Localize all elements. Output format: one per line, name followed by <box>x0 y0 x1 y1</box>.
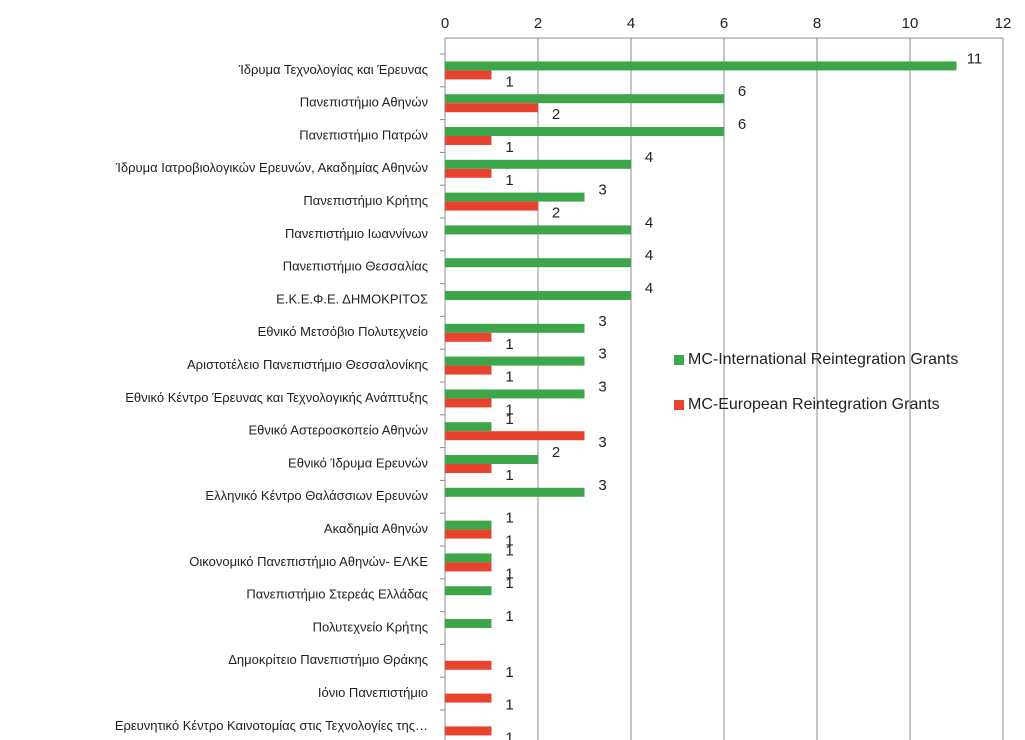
bar <box>445 487 585 497</box>
y-tick-label: Αριστοτέλειο Πανεπιστήμιο Θεσσαλονίκης <box>187 357 428 372</box>
bar <box>445 422 492 432</box>
bar <box>445 61 957 71</box>
bar <box>445 332 492 342</box>
value-label: 4 <box>645 247 653 264</box>
bar <box>445 464 492 473</box>
value-label: 1 <box>505 510 513 527</box>
value-label: 1 <box>505 411 513 428</box>
y-tick-label: Ίδρυμα Ιατροβιολογικών Ερευνών, Ακαδημία… <box>115 160 428 175</box>
value-label: 1 <box>505 608 513 625</box>
value-label: 1 <box>505 73 513 90</box>
y-tick-label: Ελληνικό Κέντρο Θαλάσσιων Ερευνών <box>205 488 428 503</box>
bar <box>445 693 492 703</box>
bar <box>445 562 492 572</box>
bar <box>445 398 492 408</box>
bar <box>445 431 585 441</box>
value-label: 2 <box>552 205 560 222</box>
y-tick-label: Δημοκρίτειο Πανεπιστήμιο Θράκης <box>228 652 428 667</box>
value-label: 3 <box>598 182 606 199</box>
value-label: 1 <box>505 467 513 484</box>
value-label: 1 <box>505 336 513 353</box>
y-tick-label: Πανεπιστήμιο Αθηνών <box>300 95 428 110</box>
value-label: 3 <box>598 346 606 363</box>
bar <box>445 201 538 211</box>
value-label: 1 <box>505 565 513 582</box>
x-tick-label: 6 <box>720 15 728 32</box>
y-tick-label: Εθνικό Μετσόβιο Πολυτεχνείο <box>258 324 428 339</box>
y-tick-label: Πανεπιστήμιο Πατρών <box>299 127 428 142</box>
value-label: 1 <box>505 401 513 418</box>
legend-label: MC-European Reintegration Grants <box>688 396 940 413</box>
bar <box>445 553 492 563</box>
bar <box>445 159 631 169</box>
bar <box>445 520 492 530</box>
bar <box>445 225 631 235</box>
value-label: 1 <box>505 729 513 740</box>
bar <box>445 323 585 333</box>
bar <box>445 619 492 628</box>
value-label: 1 <box>505 139 513 156</box>
bar <box>445 127 724 136</box>
value-label: 2 <box>552 106 560 123</box>
value-label: 6 <box>738 116 746 133</box>
legend-swatch <box>674 400 684 410</box>
legend-label: MC-International Reintegration Grants <box>688 351 958 368</box>
bar <box>445 365 492 375</box>
bar <box>445 586 492 596</box>
value-label: 1 <box>505 697 513 714</box>
bar <box>445 291 631 300</box>
bar <box>445 389 585 399</box>
bar <box>445 356 585 366</box>
value-label: 1 <box>505 533 513 550</box>
x-tick-label: 2 <box>534 15 542 32</box>
bar <box>445 258 631 268</box>
value-label: 4 <box>645 214 653 231</box>
y-tick-label: Εθνικό Κέντρο Έρευνας και Τεχνολογικής Α… <box>125 390 428 405</box>
y-tick-label: Ερευνητικό Κέντρο Καινοτομίας στις Τεχνο… <box>115 718 428 733</box>
value-label: 1 <box>505 369 513 386</box>
value-label: 1 <box>505 664 513 681</box>
value-label: 11 <box>967 50 983 67</box>
bar <box>445 192 585 202</box>
y-tick-label: Πανεπιστήμιο Θεσσαλίας <box>283 259 428 274</box>
value-label: 4 <box>645 149 653 166</box>
x-tick-label: 8 <box>813 15 821 32</box>
value-label: 3 <box>598 313 606 330</box>
legend-swatch <box>674 355 684 365</box>
value-label: 1 <box>505 575 513 592</box>
value-label: 4 <box>645 280 653 297</box>
bar <box>445 726 492 736</box>
x-tick-label: 4 <box>627 15 635 32</box>
bar <box>445 94 724 104</box>
y-tick-label: Ακαδημία Αθηνών <box>324 521 428 536</box>
y-tick-label: Πανεπιστήμιο Κρήτης <box>303 193 428 208</box>
value-label: 3 <box>598 477 606 494</box>
bar <box>445 103 538 113</box>
bar <box>445 660 492 670</box>
bar <box>445 168 492 178</box>
y-tick-label: Ιόνιο Πανεπιστήμιο <box>318 685 428 700</box>
y-tick-label: Πολυτεχνείο Κρήτης <box>313 619 428 634</box>
value-label: 3 <box>598 434 606 451</box>
y-tick-label: Οικονομικό Πανεπιστήμιο Αθηνών- ΕΛΚΕ <box>189 554 428 569</box>
value-label: 6 <box>738 83 746 100</box>
y-tick-label: Εθνικό Ίδρυμα Ερευνών <box>288 455 428 470</box>
bar <box>445 529 492 539</box>
bar <box>445 70 492 80</box>
x-tick-label: 10 <box>902 15 919 32</box>
x-tick-label: 12 <box>995 15 1012 32</box>
value-label: 2 <box>552 444 560 461</box>
y-tick-label: Πανεπιστήμιο Ιωαννίνων <box>285 226 428 241</box>
y-tick-label: Πανεπιστήμιο Στερεάς Ελλάδας <box>246 587 428 602</box>
value-label: 3 <box>598 378 606 395</box>
bar <box>445 136 492 145</box>
x-tick-label: 0 <box>441 15 449 32</box>
value-label: 1 <box>505 542 513 559</box>
y-tick-label: Εθνικό Αστεροσκοπείο Αθηνών <box>249 423 428 438</box>
value-label: 1 <box>505 172 513 189</box>
bar <box>445 455 538 464</box>
y-tick-label: Ίδρυμα Τεχνολογίας και Έρευνας <box>238 62 428 77</box>
y-tick-label: Ε.Κ.Ε.Φ.Ε. ΔΗΜΟΚΡΙΤΟΣ <box>276 291 428 306</box>
